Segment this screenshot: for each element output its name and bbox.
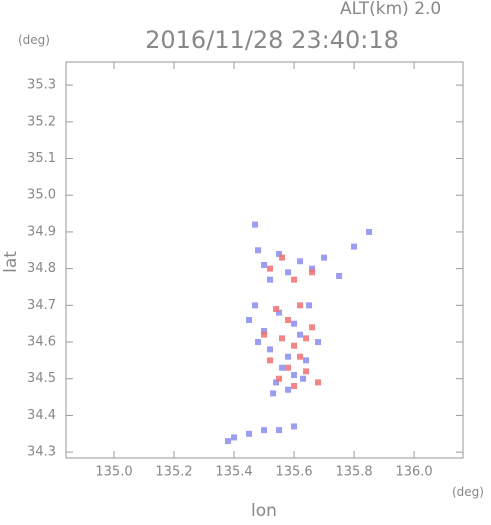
y-tick-label: 34.4 [27, 408, 56, 423]
x-tick-label: 135.6 [275, 465, 312, 480]
echo-point [279, 364, 286, 371]
x-tick-label: 136.0 [395, 465, 432, 480]
echo-point [279, 254, 286, 261]
echo-point [303, 357, 310, 364]
echo-point [252, 302, 259, 309]
echo-point [225, 438, 232, 445]
echo-point [261, 427, 268, 434]
x-tick-label: 135.8 [335, 465, 372, 480]
plot-frame [65, 61, 464, 459]
y-tick-label: 34.9 [27, 224, 56, 239]
y-tick-label: 35.2 [27, 114, 56, 129]
y-tick-label: 34.6 [27, 335, 56, 350]
echo-point [273, 305, 280, 312]
chart-title: 2016/11/28 23:40:18 [145, 26, 399, 54]
y-tick-label: 35.3 [27, 78, 56, 93]
echo-point [255, 247, 262, 254]
y-tick-label: 34.7 [27, 298, 56, 313]
echo-point [261, 261, 268, 268]
echo-point [276, 309, 283, 316]
echo-point [321, 254, 328, 261]
echo-point [297, 302, 304, 309]
altitude-label: ALT(km) 2.0 [340, 0, 441, 19]
echo-point [297, 353, 304, 360]
echo-point [315, 339, 322, 346]
y-tick-label: 34.8 [27, 261, 56, 276]
echo-point [267, 346, 274, 353]
echo-point [255, 339, 262, 346]
echo-point [252, 221, 259, 228]
x-unit: (deg) [452, 485, 484, 499]
echo-point [285, 269, 292, 276]
echo-point [285, 386, 292, 393]
echo-point [291, 342, 298, 349]
y-unit: (deg) [18, 33, 50, 47]
echo-point [285, 317, 292, 324]
echo-point [303, 368, 310, 375]
echo-point [297, 331, 304, 338]
echo-point [246, 317, 253, 324]
echo-point [261, 328, 268, 335]
y-tick-label: 34.5 [27, 371, 56, 386]
echo-point [279, 335, 286, 342]
echo-point [273, 379, 280, 386]
x-tick-label: 135.4 [215, 465, 252, 480]
echo-point [366, 228, 373, 235]
echo-point [297, 258, 304, 265]
echo-point [261, 331, 268, 338]
echo-point [246, 430, 253, 437]
echo-point [285, 353, 292, 360]
echo-point [291, 423, 298, 430]
echo-point [276, 375, 283, 382]
echo-point [300, 375, 307, 382]
echo-point [306, 302, 313, 309]
echo-point [276, 250, 283, 257]
x-tick-label: 135.2 [155, 465, 192, 480]
echo-point [267, 265, 274, 272]
echo-point [270, 390, 277, 397]
y-tick-label: 34.3 [27, 445, 56, 460]
echo-point [291, 372, 298, 379]
y-tick-label: 35.0 [27, 188, 56, 203]
y-axis-label: lat [1, 251, 21, 273]
x-tick-label: 135.0 [95, 465, 132, 480]
echo-point [291, 320, 298, 327]
echo-point [309, 324, 316, 331]
echo-point [303, 335, 310, 342]
x-axis-label: lon [251, 501, 277, 521]
echo-point [351, 243, 358, 250]
echo-point [309, 269, 316, 276]
echo-point [276, 427, 283, 434]
echo-point [336, 272, 343, 279]
echo-point [267, 357, 274, 364]
echo-point [231, 434, 238, 441]
echo-point [285, 364, 292, 371]
echo-point [309, 265, 316, 272]
echo-point [291, 383, 298, 390]
y-tick-label: 35.1 [27, 151, 56, 166]
echo-point [315, 379, 322, 386]
echo-point [291, 276, 298, 283]
echo-point [267, 276, 274, 283]
